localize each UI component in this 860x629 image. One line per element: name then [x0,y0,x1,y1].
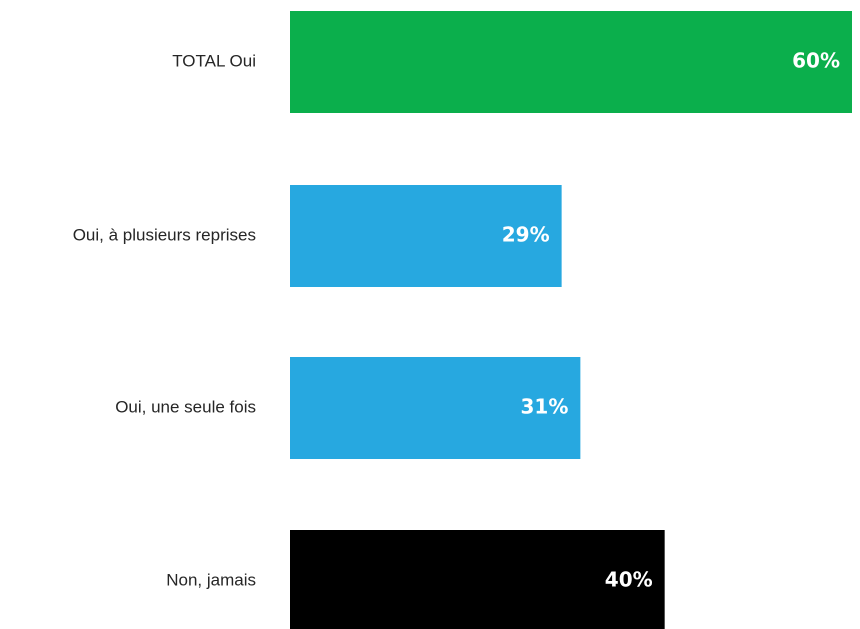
category-label-3: Non, jamais [166,570,256,589]
category-label-0: TOTAL Oui [172,51,256,70]
bar-0 [290,11,852,113]
value-label-1: 29% [502,223,550,247]
bar-2 [290,357,581,459]
bar-1 [290,185,562,287]
value-label-0: 60% [792,49,840,73]
bar-3 [290,530,665,629]
value-label-2: 31% [520,395,568,419]
value-label-3: 40% [605,568,653,592]
category-label-2: Oui, une seule fois [115,397,256,416]
category-label-1: Oui, à plusieurs reprises [73,225,256,244]
